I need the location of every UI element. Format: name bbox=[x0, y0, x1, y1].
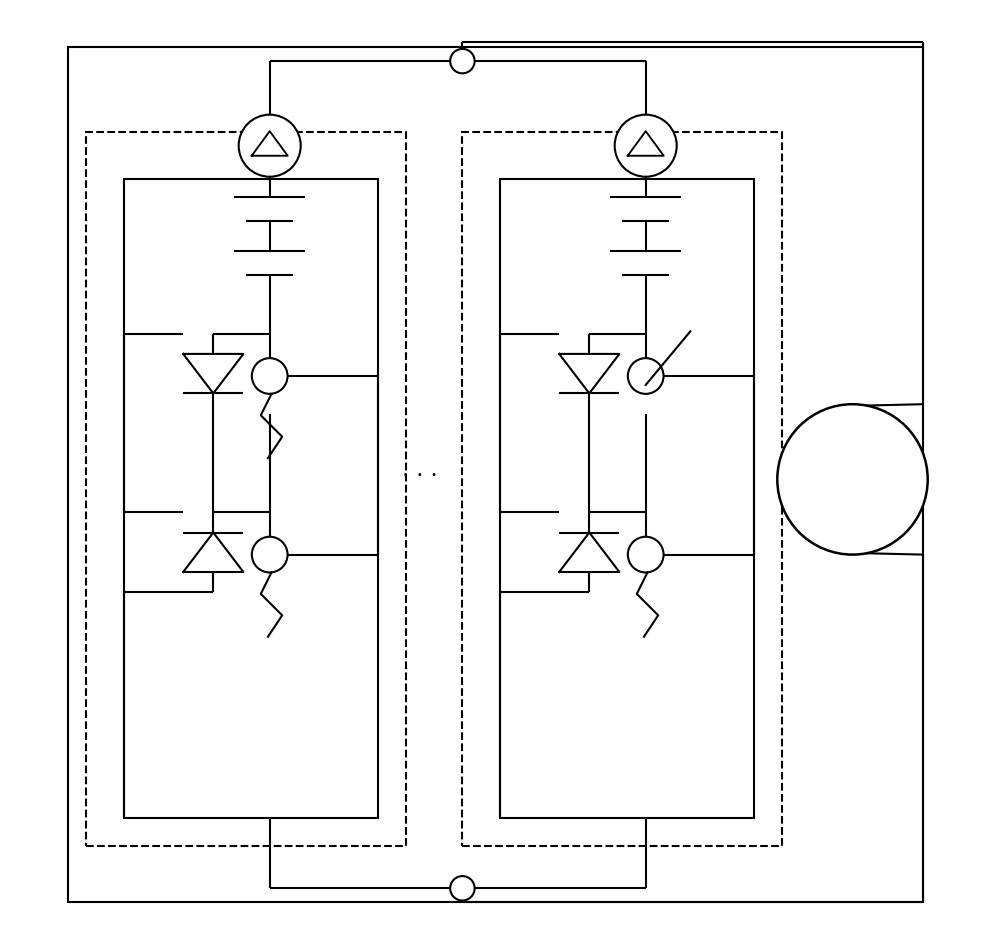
Circle shape bbox=[615, 115, 677, 177]
Bar bbox=[500, 179, 754, 818]
Circle shape bbox=[252, 358, 288, 394]
Polygon shape bbox=[183, 353, 243, 393]
Circle shape bbox=[628, 358, 664, 394]
Polygon shape bbox=[559, 353, 619, 393]
Circle shape bbox=[239, 115, 301, 177]
Circle shape bbox=[450, 876, 475, 901]
Polygon shape bbox=[559, 532, 619, 572]
Bar bbox=[462, 132, 782, 846]
Text: . . .: . . . bbox=[402, 459, 438, 481]
Circle shape bbox=[450, 49, 475, 73]
Polygon shape bbox=[183, 532, 243, 572]
Circle shape bbox=[777, 404, 928, 555]
Circle shape bbox=[628, 537, 664, 572]
Circle shape bbox=[252, 537, 288, 572]
Bar bbox=[124, 179, 378, 818]
Bar bbox=[86, 132, 406, 846]
